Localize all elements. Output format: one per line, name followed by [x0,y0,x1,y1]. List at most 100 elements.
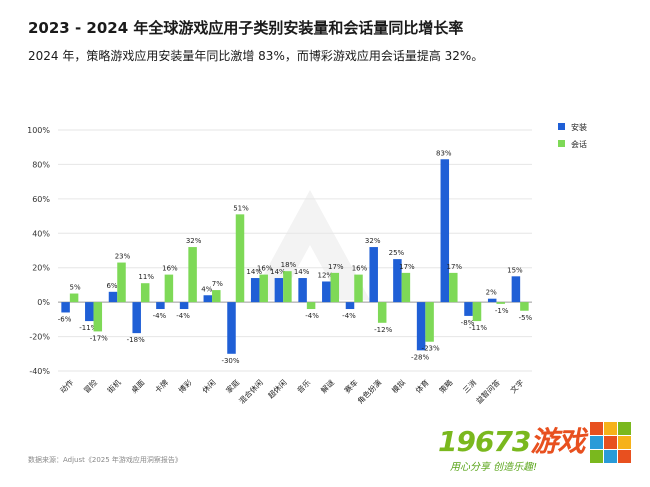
y-tick-label: 20% [32,264,50,273]
bar-install [369,247,378,303]
x-tick-label: 解谜 [318,377,336,395]
bar-install [108,291,118,303]
bar-install [322,281,331,303]
bar-session [283,271,292,303]
value-label: -8% [461,319,475,327]
bar-session [449,272,458,303]
value-label: 12% [318,271,334,279]
value-label: 2% [486,289,497,297]
value-label: -11% [79,324,97,332]
bar-session [188,247,197,303]
y-tick-label: 100% [27,126,50,135]
value-label: 6% [106,282,117,290]
x-tick-label: 休闲 [200,377,218,395]
value-label: 16% [162,265,178,273]
bar-session [354,274,363,303]
x-tick-label: 家庭 [223,377,241,395]
legend-swatch [558,123,565,130]
value-label: 5% [70,284,81,292]
value-label: 7% [212,280,223,288]
value-label: -12% [374,326,392,334]
y-tick-label: 80% [32,160,50,169]
source-note: 数据来源：Adjust《2025 年游戏应用洞察报告》 [28,456,182,464]
x-tick-label: 街机 [105,377,123,395]
value-label: -4% [176,312,190,320]
value-label: -28% [411,353,429,361]
bar-session [496,302,505,304]
bar-install [393,259,402,303]
bar-install [156,302,165,310]
bar-install [416,302,426,351]
x-tick-label: 桌面 [129,377,147,395]
value-label: -4% [342,312,356,320]
brand-logo: 19673游戏 用心分享 创造乐趣! [438,420,638,476]
x-tick-label: 音乐 [295,377,313,395]
y-tick-label: -20% [29,333,50,342]
bar-session [520,302,529,311]
bar-session [401,272,411,303]
bar-install [85,302,94,322]
x-tick-label: 冒险 [81,377,99,395]
bar-session [259,274,268,303]
bar-session [377,302,387,323]
value-label: -23% [422,345,440,353]
logo-digits: 19673 [438,425,531,458]
y-tick-label: 0% [37,298,50,307]
bar-install [511,276,521,303]
value-label: 15% [507,266,523,274]
value-label: -30% [221,357,239,365]
watermark-shape [250,190,370,300]
bar-install [487,298,497,303]
legend-swatch [558,140,565,147]
bar-session [117,262,126,303]
value-label: 16% [257,265,273,273]
value-label: 17% [399,263,415,271]
x-tick-label: 赛车 [342,377,360,395]
bar-install [345,302,355,310]
bar-install [132,302,141,334]
logo-wordmark: 19673游戏 [438,420,585,460]
chart-subtitle: 2024 年，策略游戏应用安装量年同比激增 83%，而博彩游戏应用会话量提高 3… [28,49,484,63]
bar-install [61,302,70,313]
bar-session [306,302,316,310]
x-tick-label: 混合休闲 [237,377,265,405]
value-label: -4% [305,312,319,320]
value-label: 4% [201,285,212,293]
x-tick-label: 益智问答 [474,377,503,406]
y-tick-label: -40% [29,367,50,376]
cube-icon [590,422,631,463]
value-label: 32% [186,237,202,245]
bar-session [472,302,482,322]
x-tick-label: 文字 [508,377,526,395]
y-tick-label: 40% [32,229,50,238]
bar-session [425,302,434,342]
value-label: -18% [127,336,145,344]
value-label: 17% [447,263,463,271]
bar-session [93,302,103,332]
value-label: -5% [519,314,533,322]
value-label: 14% [294,268,310,276]
value-label: 14% [246,268,262,276]
y-tick-label: 60% [32,195,50,204]
bar-install [179,302,189,310]
value-label: 16% [352,265,368,273]
x-tick-label: 卡牌 [152,377,170,395]
bar-install [250,278,260,303]
value-label: -1% [495,307,509,315]
bar-install [464,302,473,316]
x-tick-label: 策略 [437,377,455,395]
bar-session [330,272,340,303]
value-label: 18% [281,261,297,269]
bar-install [440,159,450,303]
value-label: 51% [233,204,249,212]
logo-tagline: 用心分享 创造乐趣! [450,462,538,473]
chart-title: 2023 - 2024 年全球游戏应用子类别安装量和会话量同比增长率 [28,19,464,37]
bar-session [235,214,245,303]
bar-install [298,278,307,303]
x-tick-label: 角色扮演 [355,377,384,406]
value-label: 14% [270,268,286,276]
logo-cn: 游戏 [530,425,585,458]
x-tick-label: 超休闲 [266,377,289,400]
bar-install [203,295,213,303]
